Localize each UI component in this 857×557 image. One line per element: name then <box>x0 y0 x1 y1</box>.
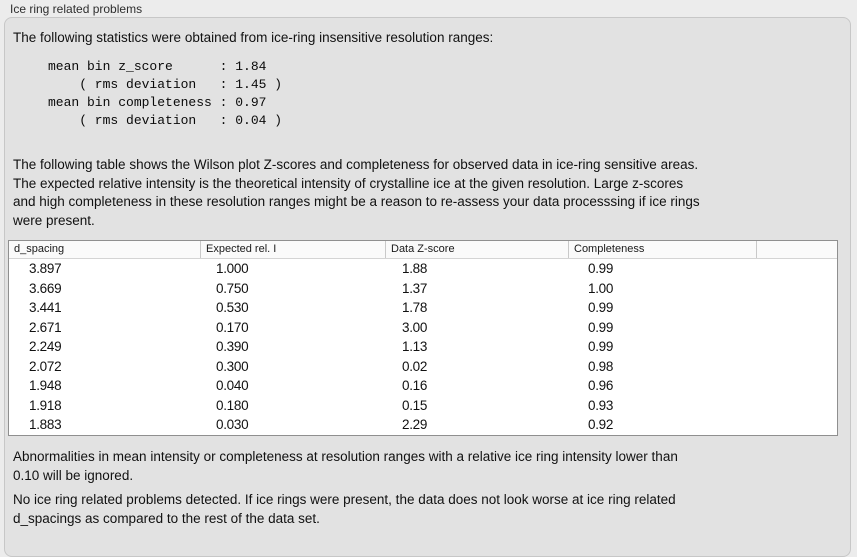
table-cell: 0.15 <box>402 397 428 413</box>
table-cell: 1.883 <box>29 417 62 432</box>
table-cell: 2.29 <box>402 417 428 432</box>
ice-ring-table-body: 3.897 1.000 1.88 0.99 3.669 0.750 1.37 1.00 3.44… <box>9 259 837 435</box>
conclusion-text: No ice ring related problems detected. I… <box>13 492 676 526</box>
table-row[interactable]: 2.671 0.170 3.00 0.99 <box>9 317 837 338</box>
table-cell-empty <box>756 298 837 318</box>
table-cell-empty <box>756 357 837 377</box>
table-cell: 0.99 <box>588 319 614 335</box>
table-cell: 0.93 <box>588 397 614 413</box>
table-cell: 0.92 <box>588 417 614 432</box>
table-cell: 0.99 <box>588 261 614 276</box>
table-cell: 1.918 <box>29 397 62 413</box>
table-row[interactable]: 3.669 0.750 1.37 1.00 <box>9 278 837 299</box>
table-cell: 0.750 <box>216 280 249 296</box>
table-cell: 2.249 <box>29 339 62 354</box>
footnote-text: Abnormalities in mean intensity or compl… <box>13 449 678 483</box>
table-cell: 1.37 <box>402 280 428 296</box>
table-cell: 0.300 <box>216 358 249 374</box>
table-cell: 0.99 <box>588 339 614 354</box>
ice-ring-stats-block: mean bin z_score : 1.84 ( rms deviation … <box>48 59 283 128</box>
table-row[interactable]: 1.883 0.030 2.29 0.92 <box>9 415 837 435</box>
table-cell: 2.671 <box>29 319 62 335</box>
table-cell: 3.441 <box>29 300 62 315</box>
table-cell: 0.99 <box>588 300 614 315</box>
table-cell: 0.030 <box>216 417 249 432</box>
table-cell-empty <box>756 337 837 357</box>
table-cell: 0.390 <box>216 339 249 354</box>
column-header-expected-rel-i[interactable]: Expected rel. I <box>200 241 385 258</box>
table-cell: 3.897 <box>29 261 62 276</box>
table-cell-empty <box>756 259 837 279</box>
ice-ring-table-header: d_spacing Expected rel. I Data Z-score Comp… <box>9 241 837 259</box>
column-header-d-spacing[interactable]: d_spacing <box>14 243 65 255</box>
panel-title: Ice ring related problems <box>10 2 143 16</box>
table-cell: 0.16 <box>402 378 428 393</box>
table-cell-empty <box>756 415 837 435</box>
table-cell: 2.072 <box>29 358 62 374</box>
table-cell-empty <box>756 318 837 338</box>
table-cell: 0.530 <box>216 300 249 315</box>
table-row[interactable]: 1.948 0.040 0.16 0.96 <box>9 376 837 396</box>
table-row[interactable]: 1.918 0.180 0.15 0.93 <box>9 395 837 416</box>
column-header-completeness[interactable]: Completeness <box>568 241 756 258</box>
table-cell: 3.00 <box>402 319 428 335</box>
table-cell-empty <box>756 279 837 299</box>
column-header-data-z-score[interactable]: Data Z-score <box>385 241 568 258</box>
table-cell: 0.180 <box>216 397 249 413</box>
table-row[interactable]: 2.249 0.390 1.13 0.99 <box>9 337 837 357</box>
table-cell: 1.00 <box>588 280 614 296</box>
table-cell: 1.948 <box>29 378 62 393</box>
table-cell: 1.78 <box>402 300 428 315</box>
table-row[interactable]: 3.897 1.000 1.88 0.99 <box>9 259 837 279</box>
table-cell-empty <box>756 376 837 396</box>
table-cell: 0.170 <box>216 319 249 335</box>
table-cell: 1.13 <box>402 339 428 354</box>
table-cell: 3.669 <box>29 280 62 296</box>
table-cell: 1.000 <box>216 261 249 276</box>
intro-text: The following statistics were obtained f… <box>13 30 494 45</box>
table-cell: 0.02 <box>402 358 428 374</box>
table-row[interactable]: 3.441 0.530 1.78 0.99 <box>9 298 837 318</box>
table-cell: 0.98 <box>588 358 614 374</box>
table-description-text: The following table shows the Wilson plo… <box>13 157 700 228</box>
table-row[interactable]: 2.072 0.300 0.02 0.98 <box>9 356 837 377</box>
table-cell-empty <box>756 396 837 416</box>
column-header-empty[interactable] <box>756 241 837 258</box>
table-cell: 0.040 <box>216 378 249 393</box>
table-cell: 0.96 <box>588 378 614 393</box>
table-cell: 1.88 <box>402 261 428 276</box>
ice-ring-table: d_spacing Expected rel. I Data Z-score Comp… <box>8 240 838 436</box>
